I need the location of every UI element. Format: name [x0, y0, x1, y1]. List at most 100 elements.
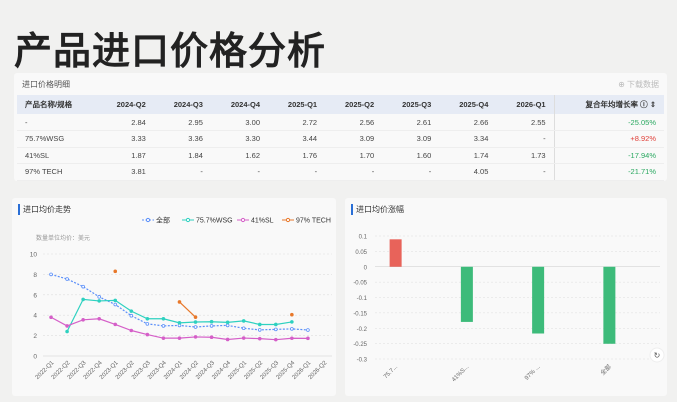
bar — [389, 239, 402, 267]
table-cell: -17.94% — [553, 147, 664, 164]
table-cell: - — [153, 163, 211, 181]
data-point — [193, 335, 198, 339]
data-point — [225, 320, 230, 325]
refresh-icon: ↻ — [654, 351, 661, 360]
data-point — [225, 337, 230, 342]
x-tick-label: 97% ... — [524, 364, 542, 382]
table-cell: 41%SL — [17, 147, 97, 164]
data-point — [81, 317, 85, 322]
table-cell: 97% TECH — [17, 163, 97, 181]
series-line — [50, 316, 308, 341]
data-point — [241, 319, 246, 323]
y-tick-label: -0.1 — [357, 296, 368, 302]
x-tick-label: 全部 — [599, 363, 613, 377]
table-row: -2.84 2.95 3.00 2.72 2.56 2.61 2.66 2.55 -25.05% — [17, 114, 664, 131]
table-cell: 2.72 — [268, 114, 326, 131]
price-table-card: 进口价格明细 ⊕ 下载数据 产品名称/规格 2024-Q2 2024-Q3 2024-… — [14, 73, 667, 181]
table-caption: 进口价格明细 — [22, 80, 70, 89]
table-row: 97% TECH 3.81- - - - -4.05- -21.71% — [17, 163, 664, 181]
data-point — [161, 316, 166, 321]
data-point — [81, 297, 85, 302]
table-cell: 1.60 — [382, 147, 440, 164]
table-cell: 3.34 — [439, 130, 497, 148]
data-point — [209, 324, 214, 328]
column-header[interactable]: 复合年均增长率 ⓘ ⇕ — [553, 95, 664, 114]
data-point — [129, 309, 134, 313]
data-point — [274, 322, 278, 327]
bar — [460, 266, 473, 322]
legend-label: 全部 — [156, 216, 170, 225]
download-label: 下载数据 — [627, 80, 659, 89]
data-point — [129, 313, 134, 318]
data-point — [65, 329, 69, 334]
data-point — [97, 299, 101, 303]
trend-chart-title: 进口均价走势 — [18, 204, 71, 215]
data-point — [145, 332, 150, 337]
data-point — [145, 322, 150, 326]
data-point — [145, 316, 150, 321]
column-header: 2025-Q2 — [325, 95, 383, 114]
table-cell: 2.55 — [496, 114, 555, 131]
chart-subtitle: 数量单位均价：美元 — [36, 234, 90, 242]
price-table: 产品名称/规格 2024-Q2 2024-Q3 2024-Q4 2025-Q1 2025-… — [17, 95, 664, 181]
data-point — [225, 323, 230, 328]
data-point — [97, 316, 101, 321]
table-cell: - — [17, 114, 97, 131]
page-title: 产品进口价格分析 — [14, 28, 327, 73]
table-cell: - — [325, 163, 383, 181]
data-point — [49, 272, 53, 277]
data-point — [193, 320, 198, 324]
trend-chart-panel: 进口均价走势 数量单位均价：美元 0 2 4 6 8 10 2022-Q1 2022-Q2 202… — [12, 198, 336, 396]
legend-label: 97% TECH — [296, 218, 331, 225]
data-point — [177, 300, 182, 304]
data-point — [241, 326, 246, 331]
table-cell: 3.81 — [96, 163, 154, 181]
table-cell: 3.30 — [210, 130, 268, 148]
data-point — [161, 324, 166, 328]
data-point — [257, 328, 262, 332]
y-tick-label: -0.2 — [357, 327, 368, 333]
legend-marker — [240, 217, 246, 223]
table-cell: 3.33 — [96, 130, 154, 148]
y-tick-label: 2 — [33, 333, 37, 340]
column-header: 2024-Q3 — [153, 95, 211, 114]
y-tick-label: -0.25 — [353, 342, 367, 348]
legend-label: 75.7%WSG — [196, 218, 233, 225]
y-tick-label: 4 — [33, 313, 37, 320]
y-tick-label: 0.1 — [359, 235, 368, 241]
legend-marker — [285, 217, 291, 223]
y-tick-label: -0.3 — [357, 358, 368, 364]
column-header: 2024-Q4 — [210, 95, 268, 114]
table-row: 75.7%WSG 3.33 3.36 3.30 3.44 3.09 3.09 3.34- +8.… — [17, 130, 664, 148]
data-point — [177, 321, 182, 325]
table-cell: 3.00 — [210, 114, 268, 131]
data-point — [290, 327, 294, 331]
table-cell: 2.61 — [382, 114, 440, 131]
y-tick-label: 8 — [33, 272, 37, 279]
data-point — [193, 315, 198, 319]
change-bar-chart: 0.1 0.05 0 -0.05 -0.1 -0.15 -0.2 -0.25 -0.3 75.7.… — [353, 235, 665, 383]
column-header: 2025-Q4 — [439, 95, 497, 114]
reset-button — [649, 347, 665, 363]
y-tick-label: -0.15 — [353, 311, 367, 317]
data-point — [274, 327, 278, 332]
data-point — [177, 336, 182, 340]
table-cell: +8.92% — [553, 130, 664, 148]
y-tick-label: 0.05 — [355, 250, 367, 256]
data-point — [209, 319, 214, 324]
table-cell: -25.05% — [553, 114, 664, 131]
data-point — [290, 320, 294, 324]
column-header: 2025-Q3 — [382, 95, 440, 114]
legend-marker — [145, 217, 151, 223]
download-button[interactable]: ⊕ 下载数据 — [618, 80, 659, 89]
data-point — [129, 328, 134, 333]
table-cell: 2.84 — [96, 114, 154, 131]
data-point — [306, 328, 310, 332]
table-cell: - — [210, 163, 268, 181]
table-cell: 3.44 — [268, 130, 326, 148]
data-point — [241, 336, 246, 340]
bar — [603, 266, 616, 344]
change-chart-title: 进口均价涨幅 — [351, 204, 404, 215]
x-tick-label: 75.7... — [383, 364, 399, 380]
y-tick-label: 0 — [364, 265, 368, 271]
